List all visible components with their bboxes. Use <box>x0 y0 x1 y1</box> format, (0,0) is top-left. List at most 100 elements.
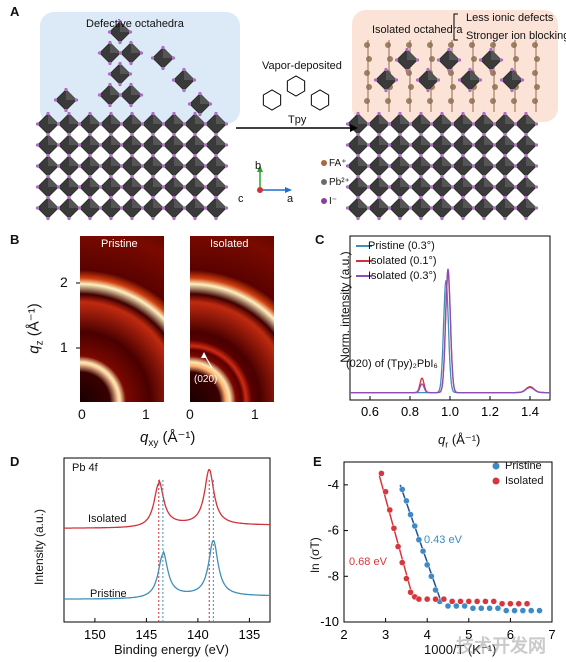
left-octahedron-iodide <box>109 174 113 179</box>
left-octahedron-iodide <box>182 206 187 210</box>
data-point-isolated <box>394 543 402 550</box>
left-octahedron-iodide <box>193 111 197 116</box>
right-octahedron-iodide <box>387 122 392 126</box>
right-octahedron-iodide <box>419 195 423 200</box>
data-point-isolated <box>399 559 406 566</box>
right-octahedron-iodide <box>492 143 497 147</box>
panel-b-overlay <box>76 282 213 369</box>
y-axis-label: qz (Å⁻¹) <box>25 303 46 354</box>
chart-d-title: Pb 4f <box>72 462 98 474</box>
defective-octahedron-iodide <box>118 40 122 45</box>
isolated-octahedron-iodide <box>436 78 441 82</box>
right-octahedron-iodide <box>524 216 528 221</box>
right-octahedron-iodide <box>450 164 455 168</box>
left-octahedron-iodide <box>67 132 71 137</box>
defective-octahedron-iodide <box>64 108 68 113</box>
xtick-right-0: 0 <box>186 406 194 422</box>
left-octahedron-face <box>90 155 101 166</box>
left-octahedron-face <box>174 155 185 166</box>
defective-octahedron-iodide <box>161 45 165 50</box>
left-octahedron-face <box>132 113 143 124</box>
left-octahedron-iodide <box>224 185 229 189</box>
right-octahedron-face <box>463 134 474 145</box>
y-tick-label: -10 <box>320 614 339 629</box>
right-octahedron-iodide <box>534 185 539 189</box>
right-octahedron-iodide <box>524 153 528 158</box>
data-point-isolated <box>523 600 531 607</box>
right-octahedron-iodide <box>429 206 434 210</box>
right-octahedron-iodide <box>377 153 381 158</box>
left-octahedron-iodide <box>214 216 218 221</box>
tpy-chain-atom <box>429 56 435 62</box>
perovskite-structures <box>35 13 540 221</box>
x-tick-label: 7 <box>548 627 555 642</box>
axis-c-label: c <box>238 193 244 205</box>
defective-octahedron-iodide <box>64 87 68 92</box>
left-octahedron-iodide <box>119 122 124 126</box>
left-octahedron-face <box>48 176 59 187</box>
defective-octahedron-iodide <box>182 88 186 93</box>
right-octahedron-face <box>526 155 537 166</box>
left-octahedron-iodide <box>172 195 176 200</box>
data-point-isolated <box>407 589 414 596</box>
left-octahedron-face <box>90 197 101 208</box>
left-octahedron-face <box>111 176 122 187</box>
right-octahedron-iodide <box>440 216 444 221</box>
left-octahedron-face <box>132 176 143 187</box>
right-octahedron-iodide <box>471 206 476 210</box>
xtick-left-0: 0 <box>78 406 86 422</box>
right-octahedron-face <box>442 155 453 166</box>
left-octahedron-iodide <box>46 174 50 179</box>
tpy-ring-right <box>310 89 330 111</box>
right-octahedron-iodide <box>503 216 507 221</box>
left-octahedron-iodide <box>193 195 197 200</box>
legend-marker <box>321 160 327 166</box>
panel-label-b: B <box>10 232 20 247</box>
data-point-isolated <box>507 600 514 607</box>
left-octahedron-face <box>216 176 227 187</box>
x-tick-label: 1.4 <box>521 404 539 419</box>
right-octahedron-iodide <box>471 185 476 189</box>
defective-octahedron-iodide <box>108 82 112 87</box>
data-point-pristine <box>494 605 502 612</box>
right-octahedron-iodide <box>408 206 413 210</box>
right-octahedron-iodide <box>356 174 360 179</box>
right-octahedron-iodide <box>482 195 486 200</box>
x-tick-label: 4 <box>424 627 431 642</box>
x-axis-label: qxy (Å⁻¹) <box>140 429 196 449</box>
left-octahedron-iodide <box>130 153 134 158</box>
right-octahedron-iodide <box>503 195 507 200</box>
right-octahedron-face <box>442 197 453 208</box>
left-octahedron-face <box>111 197 122 208</box>
left-octahedron-face <box>153 113 164 124</box>
defective-octahedron-face <box>163 47 174 58</box>
right-octahedron-iodide <box>482 216 486 221</box>
left-octahedron-iodide <box>109 195 113 200</box>
right-octahedron-iodide <box>356 216 360 221</box>
vapor-deposited-label: Vapor-deposited <box>262 60 342 72</box>
tpy-chain-atom <box>490 98 496 104</box>
left-octahedron-iodide <box>214 195 218 200</box>
left-octahedron-iodide <box>193 216 197 221</box>
left-octahedron-iodide <box>88 111 92 116</box>
right-octahedron-iodide <box>366 164 371 168</box>
defective-octahedron-iodide <box>107 30 112 34</box>
defective-octahedron-iodide <box>182 67 186 72</box>
left-octahedron-iodide <box>224 143 229 147</box>
left-octahedron-iodide <box>161 185 166 189</box>
right-octahedron-iodide <box>429 185 434 189</box>
right-octahedron-iodide <box>503 132 507 137</box>
right-octahedron-face <box>463 176 474 187</box>
defective-octahedron-iodide <box>129 61 133 66</box>
data-point-isolated <box>448 598 456 605</box>
left-octahedron-face <box>195 113 206 124</box>
chart-e-xlabel: 1000/T (K⁻¹) <box>424 642 497 657</box>
right-octahedron-iodide <box>387 185 392 189</box>
tpy-chain-atom <box>469 98 475 104</box>
left-octahedron-face <box>69 197 80 208</box>
right-octahedron-iodide <box>503 153 507 158</box>
left-octahedron-iodide <box>214 132 218 137</box>
left-octahedron-iodide <box>35 164 40 168</box>
right-octahedron-iodide <box>398 111 402 116</box>
isolated-octahedron-iodide <box>468 88 472 93</box>
